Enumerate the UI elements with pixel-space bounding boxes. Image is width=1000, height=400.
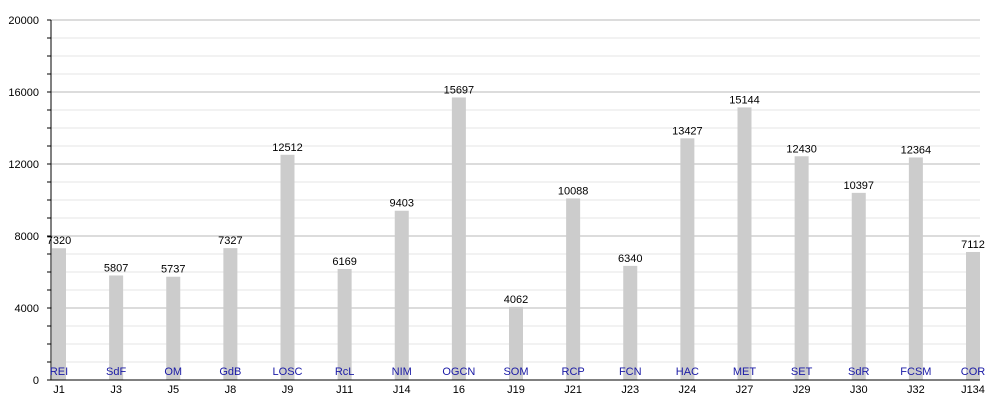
- team-label: GdB: [219, 366, 241, 378]
- team-label: LOSC: [273, 366, 303, 378]
- x-tick-label: J1: [53, 384, 65, 396]
- x-tick-label: J8: [225, 384, 237, 396]
- value-label: 5807: [104, 262, 128, 274]
- bars: [52, 97, 980, 381]
- team-label: RCP: [562, 366, 585, 378]
- team-label: SOM: [503, 366, 528, 378]
- team-label: SET: [791, 366, 813, 378]
- x-tick-label: J19: [507, 384, 525, 396]
- bar: [109, 275, 124, 380]
- x-tick-label: J3: [110, 384, 122, 396]
- value-label: 12364: [901, 144, 932, 156]
- y-tick-label: 4000: [15, 303, 39, 315]
- bar: [337, 268, 352, 380]
- value-label: 12512: [272, 142, 303, 154]
- bar: [623, 265, 638, 380]
- team-label: COR: [961, 366, 986, 378]
- team-label: NIM: [392, 366, 412, 378]
- bar: [680, 138, 695, 380]
- bar: [737, 107, 752, 381]
- team-label: OM: [164, 366, 182, 378]
- team-label: OGCN: [442, 366, 475, 378]
- bar: [509, 306, 523, 380]
- value-label: 7327: [218, 235, 242, 247]
- bar: [451, 97, 466, 380]
- bar: [966, 251, 980, 380]
- x-tick-label: J32: [907, 384, 925, 396]
- team-label: HAC: [676, 366, 699, 378]
- y-tick-label: 20000: [8, 15, 39, 27]
- y-tick-label: 0: [33, 375, 39, 387]
- axes: [47, 19, 980, 381]
- value-label: 15697: [444, 84, 475, 96]
- value-label: 12430: [786, 143, 817, 155]
- value-label: 13427: [672, 125, 703, 137]
- grid-lines: [51, 19, 980, 381]
- value-label: 4062: [504, 294, 528, 306]
- y-tick-label: 12000: [8, 159, 39, 171]
- y-tick-label: 8000: [15, 231, 39, 243]
- bar: [280, 154, 295, 380]
- bar: [566, 198, 581, 380]
- x-tick-label: J21: [564, 384, 582, 396]
- bar: [794, 156, 809, 380]
- value-label: 6340: [618, 253, 642, 265]
- team-label: FCN: [619, 366, 642, 378]
- x-tick-label: J134: [961, 384, 985, 396]
- bar: [908, 157, 923, 380]
- bar: [166, 276, 181, 380]
- team-label: REI: [50, 366, 68, 378]
- x-tick-label: J5: [167, 384, 179, 396]
- value-label: 7320: [47, 235, 71, 247]
- team-label: FCSM: [900, 366, 931, 378]
- labels: 0 4000 8000 12000 16000 20000 7320 REI J1 5807 SdF…: [8, 15, 985, 396]
- x-tick-label: J9: [282, 384, 294, 396]
- team-label: RcL: [335, 366, 355, 378]
- y-tick-label: 16000: [8, 87, 39, 99]
- team-label: MET: [733, 366, 757, 378]
- x-tick-label: J11: [336, 384, 353, 396]
- team-label: SdF: [106, 366, 126, 378]
- value-label: 6169: [332, 256, 356, 268]
- bar: [851, 192, 866, 380]
- value-label: 5737: [161, 264, 185, 276]
- value-label: 7112: [961, 239, 985, 251]
- value-label: 15144: [729, 94, 760, 106]
- value-label: 10088: [558, 185, 589, 197]
- x-tick-label: J29: [793, 384, 811, 396]
- bar: [223, 248, 238, 380]
- value-label: 9403: [390, 198, 414, 210]
- x-tick-label: 16: [453, 384, 465, 396]
- x-tick-label: J14: [393, 384, 411, 396]
- x-tick-label: J23: [621, 384, 639, 396]
- x-tick-label: J24: [679, 384, 697, 396]
- bar: [394, 210, 409, 380]
- team-label: SdR: [848, 366, 869, 378]
- x-tick-label: J30: [850, 384, 868, 396]
- value-label: 10397: [843, 180, 874, 192]
- x-tick-label: J27: [736, 384, 754, 396]
- bar: [52, 248, 66, 380]
